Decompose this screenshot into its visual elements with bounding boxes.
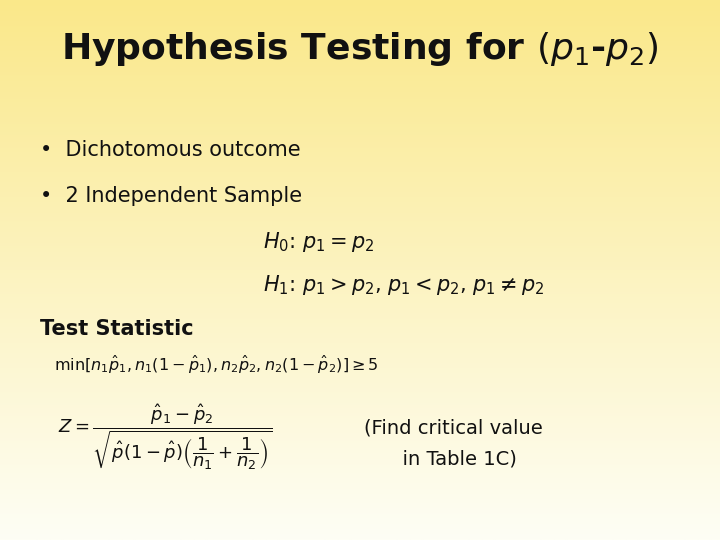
Text: $Z = \dfrac{\hat{p}_1 - \hat{p}_2}{\sqrt{\hat{p}(1-\hat{p})\left(\dfrac{1}{n_1}+: $Z = \dfrac{\hat{p}_1 - \hat{p}_2}{\sqrt… [58, 402, 272, 471]
Text: •  2 Independent Sample: • 2 Independent Sample [40, 186, 302, 206]
Text: Test Statistic: Test Statistic [40, 319, 193, 339]
Text: •  Dichotomous outcome: • Dichotomous outcome [40, 140, 300, 160]
Text: $\min[n_1\hat{p}_1, n_1(1-\hat{p}_1), n_2\hat{p}_2, n_2(1-\hat{p}_2)] \geq 5$: $\min[n_1\hat{p}_1, n_1(1-\hat{p}_1), n_… [54, 354, 379, 376]
Text: (Find critical value
  in Table 1C): (Find critical value in Table 1C) [364, 418, 543, 469]
Text: $H_1$: $p_1>p_2$, $p_1<p_2$, $p_1\neq p_2$: $H_1$: $p_1>p_2$, $p_1<p_2$, $p_1\neq p_… [263, 273, 544, 296]
Text: $H_0$: $p_1=p_2$: $H_0$: $p_1=p_2$ [263, 230, 374, 253]
Text: Hypothesis Testing for $(p_1$-$p_2)$: Hypothesis Testing for $(p_1$-$p_2)$ [61, 30, 659, 68]
